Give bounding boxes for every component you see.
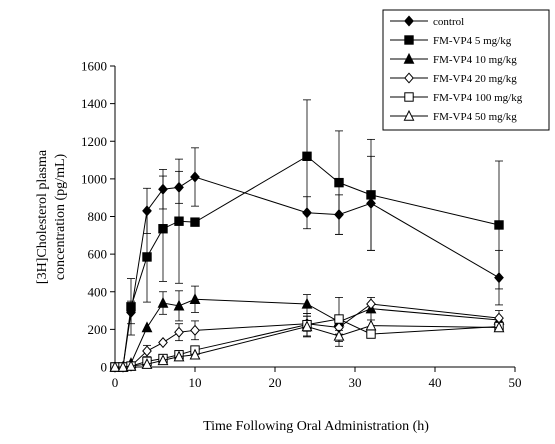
y-axis-title-line-2: concentration (pg/mL) [53,153,68,280]
data-point [366,190,376,200]
data-point [190,171,200,183]
data-point [141,321,153,333]
data-point [189,348,201,360]
data-point [173,299,185,311]
y-tick-label: 1200 [81,134,107,149]
legend-marker [404,35,414,45]
data-point [301,297,313,309]
y-tick-label: 1400 [81,96,107,111]
x-tick-label: 40 [429,375,442,390]
x-axis-title: Time Following Oral Administration (h) [203,419,429,434]
y-tick-label: 600 [88,247,108,262]
data-point [189,293,201,304]
data-point [365,319,377,331]
legend-label: FM-VP4 20 mg/kg [433,73,517,85]
y-tick-label: 800 [88,209,108,224]
y-axis-title: [3H]Cholesterol plasma concentration (pg… [35,149,68,284]
data-point [109,360,121,372]
data-point [333,329,345,341]
series-layer [109,99,505,373]
y-tick-label: 400 [88,284,108,299]
y-axis-title-line-1: [3H]Cholesterol plasma [35,149,50,284]
y-tick-label: 200 [88,322,108,337]
axes: 0 10 20 30 40 50 0 200 400 600 800 1000 1200 1400 1600 [81,59,522,391]
data-point [126,302,136,312]
data-point [174,326,184,338]
legend-label: FM-VP4 100 mg/kg [433,92,523,104]
data-point [494,220,504,230]
x-tick-label: 30 [349,375,362,390]
data-point [141,358,153,369]
data-point [366,298,376,310]
data-point [334,314,344,324]
data-point [173,350,185,362]
x-tick-label: 10 [189,375,202,390]
legend-label: FM-VP4 10 mg/kg [433,54,517,66]
data-point [125,359,137,371]
data-point [302,151,312,162]
legend-label: control [433,16,464,28]
data-point [334,177,344,188]
data-point [157,296,169,308]
legend-marker [404,15,414,27]
data-point [142,252,152,262]
x-tick-label: 0 [112,375,119,390]
legend-box [382,9,550,131]
legend-marker [404,92,414,102]
legend-label: FM-VP4 5 mg/kg [433,35,512,47]
data-point [174,216,184,226]
y-tick-label: 1000 [81,171,107,186]
x-tick-label: 20 [269,375,282,390]
series-6 [109,315,505,372]
data-point [190,324,200,336]
legend-marker [403,109,415,121]
legend-marker [404,72,414,84]
data-point [366,329,376,339]
data-point [158,336,168,349]
y-tick-label: 0 [101,360,108,375]
data-point [301,320,313,332]
data-point [158,224,168,234]
x-tick-label: 50 [509,375,522,390]
data-point [157,354,169,366]
legend: control FM-VP4 5 mg/kg FM-VP4 10 mg/kg FM-V… [382,9,550,131]
legend-label: FM-VP4 50 mg/kg [433,111,517,123]
data-point [142,345,152,357]
data-point [493,321,505,333]
data-point [117,360,129,372]
legend-marker [403,52,415,64]
data-point [190,217,200,227]
y-tick-label: 1600 [81,59,107,74]
